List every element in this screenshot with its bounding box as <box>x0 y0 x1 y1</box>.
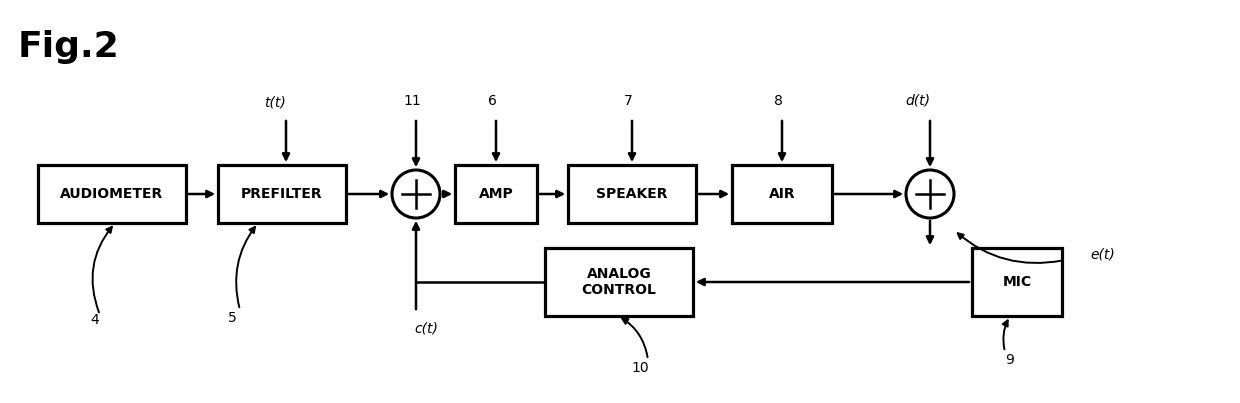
Text: e(t): e(t) <box>1090 248 1115 262</box>
Bar <box>546 248 693 316</box>
Text: 7: 7 <box>624 94 632 108</box>
Circle shape <box>906 170 954 218</box>
Text: 9: 9 <box>1006 353 1014 367</box>
Bar <box>732 165 832 223</box>
Text: AMP: AMP <box>479 187 513 201</box>
Text: 4: 4 <box>91 313 99 327</box>
Text: 8: 8 <box>774 94 782 108</box>
Text: SPEAKER: SPEAKER <box>596 187 668 201</box>
Text: ANALOG
CONTROL: ANALOG CONTROL <box>582 267 656 297</box>
Text: 11: 11 <box>403 94 420 108</box>
Text: Fig.2: Fig.2 <box>19 30 120 64</box>
Text: AUDIOMETER: AUDIOMETER <box>61 187 164 201</box>
Text: 5: 5 <box>228 311 237 325</box>
Bar <box>972 248 1061 316</box>
Circle shape <box>392 170 440 218</box>
Text: c(t): c(t) <box>414 321 438 335</box>
Text: 10: 10 <box>631 361 649 375</box>
Bar <box>218 165 346 223</box>
Bar <box>38 165 186 223</box>
Bar <box>455 165 537 223</box>
Text: MIC: MIC <box>1002 275 1032 289</box>
Text: 6: 6 <box>487 94 496 108</box>
Text: AIR: AIR <box>769 187 795 201</box>
Text: t(t): t(t) <box>264 96 286 110</box>
Text: d(t): d(t) <box>905 94 930 108</box>
Text: PREFILTER: PREFILTER <box>242 187 322 201</box>
Bar <box>568 165 696 223</box>
